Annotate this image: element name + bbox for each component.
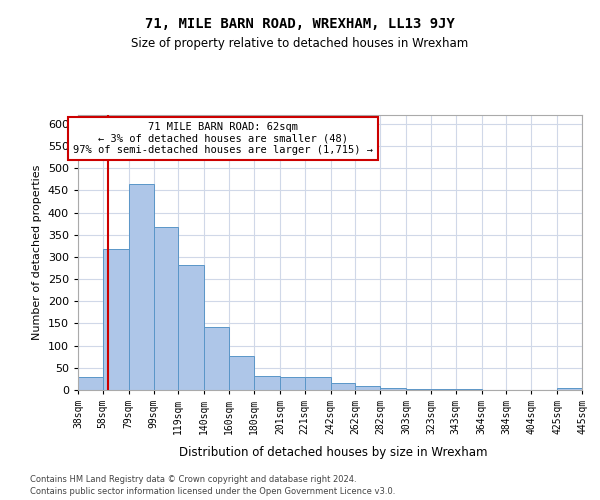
Bar xyxy=(280,377,305,390)
Text: Distribution of detached houses by size in Wrexham: Distribution of detached houses by size … xyxy=(179,446,487,459)
Bar xyxy=(205,326,229,390)
Bar xyxy=(380,388,406,390)
Bar xyxy=(78,376,103,390)
Text: Size of property relative to detached houses in Wrexham: Size of property relative to detached ho… xyxy=(131,38,469,51)
Bar xyxy=(355,386,380,390)
Text: 71, MILE BARN ROAD, WREXHAM, LL13 9JY: 71, MILE BARN ROAD, WREXHAM, LL13 9JY xyxy=(145,18,455,32)
Bar xyxy=(178,265,205,390)
Bar xyxy=(103,250,129,390)
Bar xyxy=(431,389,455,390)
Bar xyxy=(129,184,154,390)
Bar xyxy=(331,384,355,390)
Bar xyxy=(305,377,331,390)
Text: Contains public sector information licensed under the Open Government Licence v3: Contains public sector information licen… xyxy=(30,486,395,496)
Bar xyxy=(406,389,431,390)
Text: 71 MILE BARN ROAD: 62sqm
← 3% of detached houses are smaller (48)
97% of semi-de: 71 MILE BARN ROAD: 62sqm ← 3% of detache… xyxy=(73,122,373,155)
Text: Contains HM Land Registry data © Crown copyright and database right 2024.: Contains HM Land Registry data © Crown c… xyxy=(30,474,356,484)
Bar xyxy=(254,376,280,390)
Bar xyxy=(229,356,254,390)
Bar xyxy=(557,388,582,390)
Y-axis label: Number of detached properties: Number of detached properties xyxy=(32,165,42,340)
Bar xyxy=(455,389,482,390)
Bar xyxy=(154,227,178,390)
